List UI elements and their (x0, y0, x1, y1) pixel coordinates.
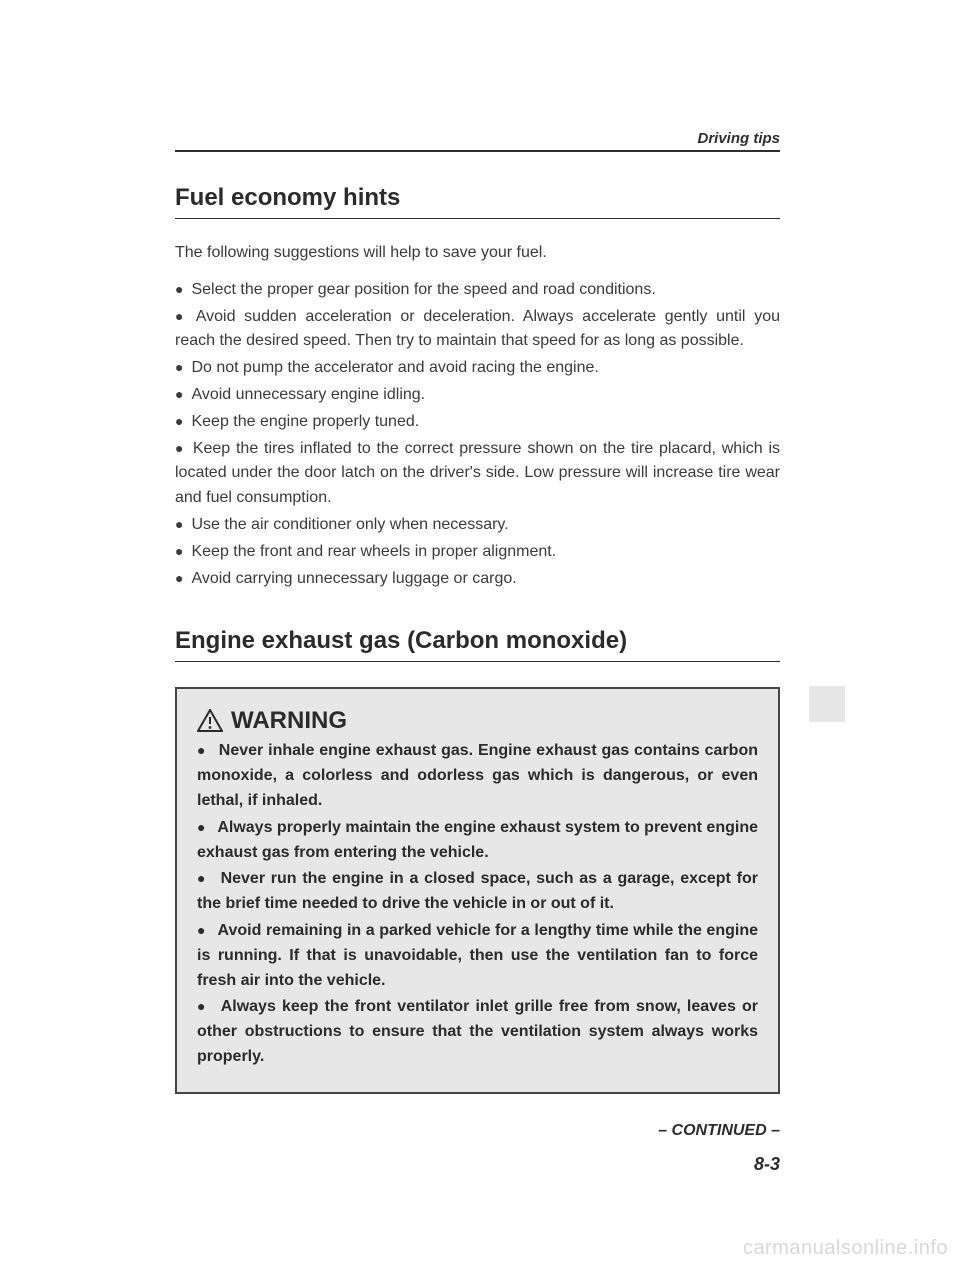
list-item-text: Avoid sudden acceleration or deceleratio… (175, 308, 780, 350)
list-item-text: Always keep the front ventilator inlet g… (197, 998, 758, 1065)
list-item-text: Never run the engine in a closed space, … (197, 870, 758, 912)
page-section-tab (809, 686, 845, 722)
continued-label: – CONTINUED – (175, 1122, 780, 1140)
list-item: ● Avoid carrying unnecessary luggage or c… (175, 567, 780, 592)
bullet-icon: ● (197, 870, 207, 886)
bullet-icon: ● (197, 819, 205, 835)
list-item-text: Select the proper gear position for the … (191, 281, 655, 298)
list-item: ●Avoid sudden acceleration or decelerati… (175, 305, 780, 355)
list-item-text: Use the air conditioner only when necess… (191, 516, 508, 533)
list-item-text: Keep the engine properly tuned. (191, 413, 419, 430)
fuel-economy-title: Fuel economy hints (175, 184, 780, 212)
list-item-text: Avoid unnecessary engine idling. (191, 386, 425, 403)
list-item: ● Do not pump the accelerator and avoid r… (175, 356, 780, 381)
list-item-text: Never inhale engine exhaust gas. Engine … (197, 742, 758, 809)
bullet-icon: ● (175, 570, 183, 586)
list-item-text: Always properly maintain the engine exha… (197, 819, 758, 861)
bullet-icon: ● (175, 281, 183, 297)
list-item: ● Always keep the front ventilator inlet… (197, 995, 758, 1069)
list-item-text: Keep the front and rear wheels in proper… (191, 543, 556, 560)
list-item: ● Keep the front and rear wheels in prope… (175, 540, 780, 565)
list-item: ● Always properly maintain the engine ex… (197, 816, 758, 866)
header-section-label: Driving tips (697, 130, 780, 147)
bullet-icon: ● (175, 413, 183, 429)
fuel-bullet-list: ●Select the proper gear position for the… (175, 278, 780, 592)
bullet-icon: ● (175, 543, 183, 559)
bullet-icon: ● (197, 998, 207, 1014)
fuel-intro: The following suggestions will help to s… (175, 241, 780, 266)
bullet-icon: ● (175, 359, 183, 375)
watermark-text: carmanualsonline.info (743, 1237, 948, 1260)
page-number: 8-3 (175, 1154, 780, 1175)
list-item-text: Avoid remaining in a parked vehicle for … (197, 922, 758, 989)
list-item: ● Never run the engine in a closed space… (197, 867, 758, 917)
warning-box: WARNING ● Never inhale engine exhaust ga… (175, 687, 780, 1093)
list-item: ● Avoid remaining in a parked vehicle fo… (197, 919, 758, 993)
list-item-text: Avoid carrying unnecessary luggage or ca… (191, 570, 516, 587)
exhaust-title: Engine exhaust gas (Carbon monoxide) (175, 627, 780, 655)
warning-triangle-icon (197, 709, 223, 733)
manual-page: Driving tips Fuel economy hints The foll… (0, 0, 960, 1268)
bullet-icon: ● (175, 386, 183, 402)
header-rule: Driving tips (175, 150, 780, 152)
warning-body: ● Never inhale engine exhaust gas. Engin… (197, 739, 758, 1069)
bullet-icon: ● (197, 742, 206, 758)
warning-heading: WARNING (197, 707, 758, 735)
fuel-section-rule (175, 218, 780, 219)
list-item-text: Keep the tires inflated to the correct p… (175, 440, 780, 507)
bullet-icon: ● (175, 440, 185, 456)
bullet-icon: ● (175, 308, 188, 324)
warning-label: WARNING (231, 707, 347, 735)
list-item: ●Keep the tires inflated to the correct … (175, 437, 780, 511)
exhaust-section-rule (175, 661, 780, 662)
list-item: ● Use the air conditioner only when neces… (175, 513, 780, 538)
list-item: ● Never inhale engine exhaust gas. Engin… (197, 739, 758, 813)
bullet-icon: ● (175, 516, 183, 532)
list-item-text: Do not pump the accelerator and avoid ra… (191, 359, 598, 376)
list-item: ● Select the proper gear position for the… (175, 278, 780, 303)
bullet-icon: ● (197, 922, 206, 938)
list-item: ● Avoid unnecessary engine idling. (175, 383, 780, 408)
list-item: ● Keep the engine properly tuned. (175, 410, 780, 435)
